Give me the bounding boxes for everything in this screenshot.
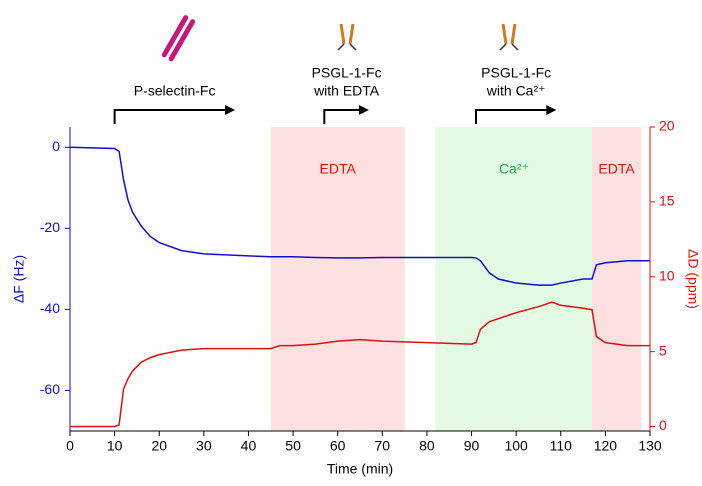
icon-psgl-1 bbox=[337, 23, 357, 51]
x-tick-label: 130 bbox=[638, 438, 662, 454]
annotation-arrow bbox=[323, 109, 361, 124]
shaded-region bbox=[435, 127, 592, 431]
y-tick-label: -60 bbox=[40, 381, 60, 397]
data-line bbox=[69, 146, 650, 286]
y-tick-label: 0 bbox=[52, 138, 60, 154]
y2-axis-label: ΔD (ppm) bbox=[685, 249, 701, 309]
y2-tick-label: 10 bbox=[659, 267, 675, 283]
annotation-label: P-selectin-Fc bbox=[134, 83, 216, 99]
x-tick-label: 90 bbox=[464, 438, 480, 454]
y2-tick-label: 0 bbox=[659, 417, 667, 433]
arrow-head bbox=[225, 105, 236, 115]
x-tick-label: 20 bbox=[151, 438, 167, 454]
region-label: EDTA bbox=[598, 161, 635, 177]
region-label: EDTA bbox=[320, 161, 357, 177]
x-tick-label: 120 bbox=[594, 438, 618, 454]
x-tick-label: 110 bbox=[550, 438, 573, 454]
x-tick-label: 100 bbox=[504, 438, 528, 454]
y-axis-label: ΔF (Hz) bbox=[11, 255, 27, 303]
x-tick-label: 50 bbox=[285, 438, 301, 454]
annotation-label: with EDTA bbox=[313, 83, 380, 99]
shaded-region bbox=[592, 127, 642, 431]
y-tick-label: -40 bbox=[40, 300, 60, 316]
x-tick-label: 70 bbox=[375, 438, 391, 454]
arrow-head bbox=[546, 105, 557, 115]
x-tick-label: 30 bbox=[196, 438, 212, 454]
shaded-region bbox=[270, 127, 405, 431]
x-tick-label: 0 bbox=[66, 438, 74, 454]
y-tick-label: -20 bbox=[40, 219, 60, 235]
annotation-arrow bbox=[113, 109, 228, 124]
x-tick-label: 10 bbox=[107, 438, 123, 454]
x-tick-label: 80 bbox=[419, 438, 435, 454]
y2-tick-label: 15 bbox=[659, 193, 675, 209]
icon-psgl-2 bbox=[499, 23, 519, 51]
arrow-head bbox=[358, 105, 369, 115]
data-line bbox=[70, 301, 650, 428]
x-tick-label: 60 bbox=[330, 438, 346, 454]
annotation-label: PSGL-1-Fc bbox=[481, 65, 551, 81]
y2-tick-label: 5 bbox=[659, 342, 667, 358]
x-tick-label: 40 bbox=[241, 438, 257, 454]
y2-tick-label: 20 bbox=[659, 118, 675, 134]
x-axis-label: Time (min) bbox=[327, 461, 393, 477]
annotation-label: with Ca²⁺ bbox=[486, 83, 546, 99]
icon-pselectin bbox=[161, 15, 196, 62]
region-label: Ca²⁺ bbox=[499, 161, 529, 177]
annotation-arrow bbox=[475, 109, 549, 124]
annotation-label: PSGL-1-Fc bbox=[312, 65, 382, 81]
